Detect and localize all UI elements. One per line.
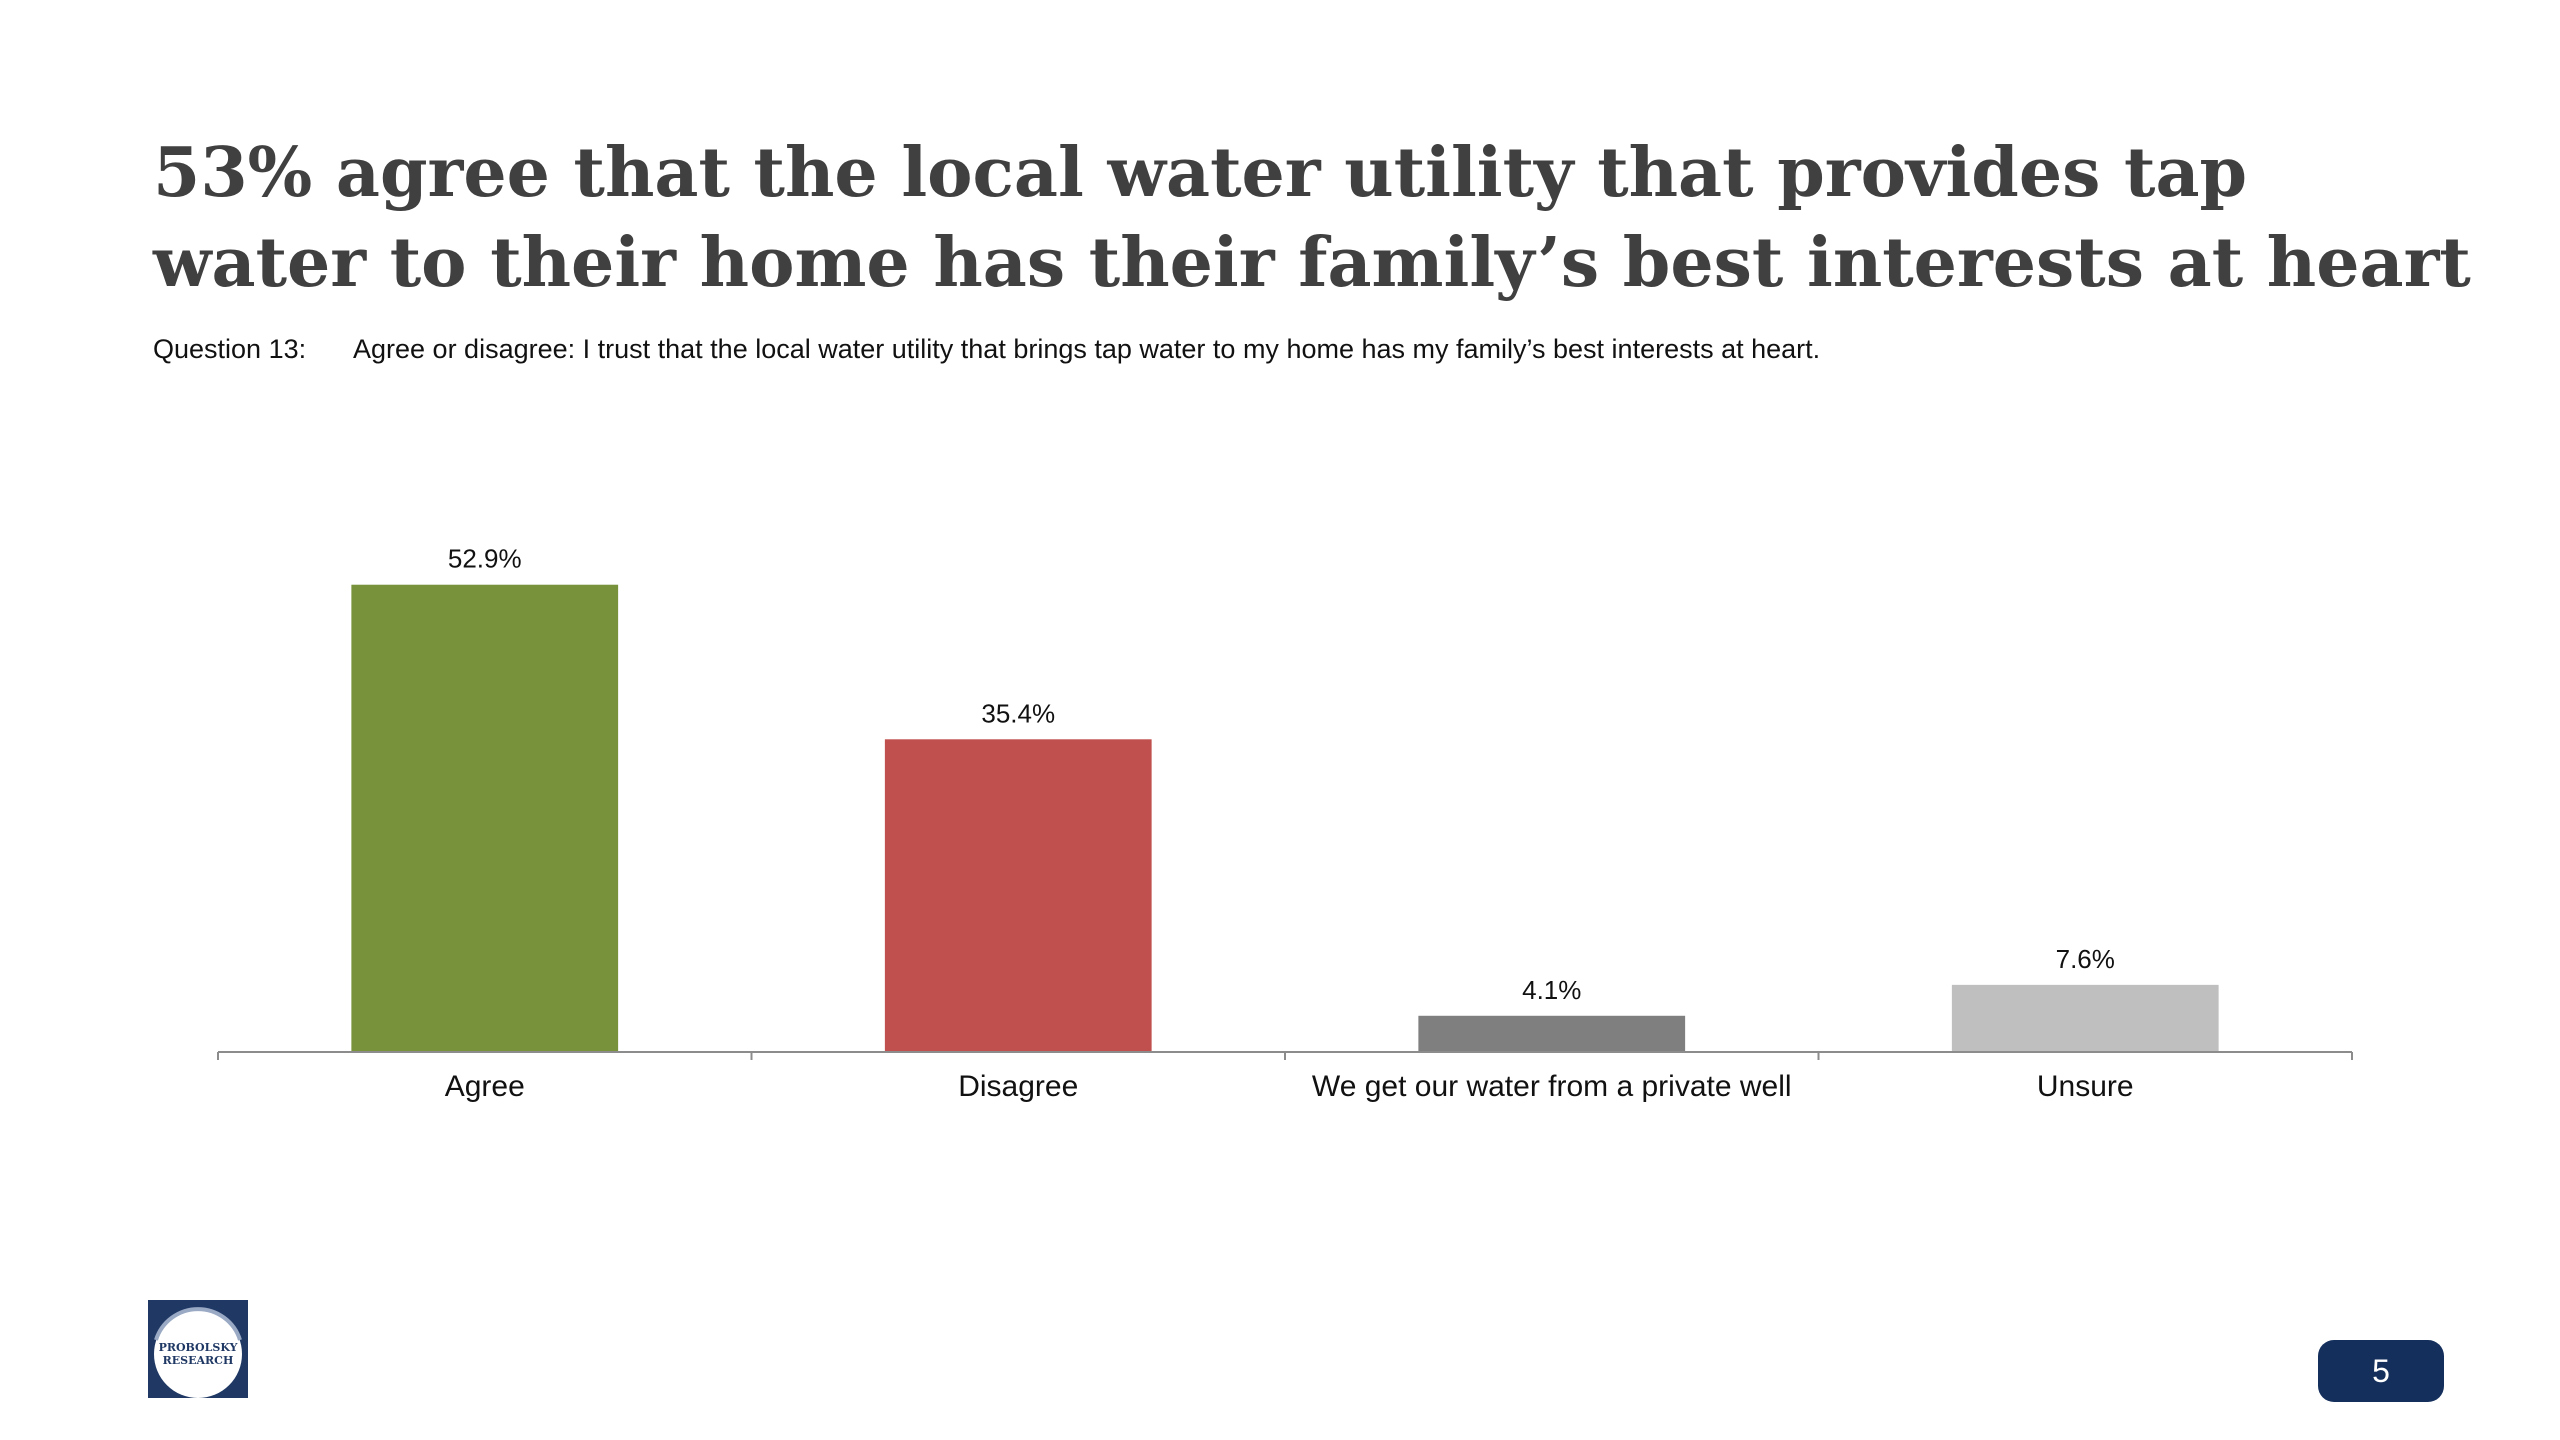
logo-text-1: PROBOLSKY: [159, 1341, 238, 1354]
slide-title: 53% agree that the local water utility t…: [153, 128, 2483, 308]
title-line-2: water to their home has their family’s b…: [153, 223, 2471, 303]
category-label-2: Disagree: [958, 1070, 1078, 1103]
bar-value-label-4: 7.6%: [2056, 944, 2115, 974]
question-label: Question 13:: [153, 334, 307, 364]
probolsky-research-logo: PROBOLSKY RESEARCH: [148, 1300, 248, 1398]
bar-3: [1418, 1015, 1686, 1052]
bar-value-label-2: 35.4%: [981, 698, 1055, 728]
title-line-1: 53% agree that the local water utility t…: [153, 133, 2248, 213]
logo-text-2: RESEARCH: [163, 1354, 234, 1367]
question-text: Agree or disagree: I trust that the loca…: [353, 334, 1821, 364]
logo-icon: PROBOLSKY RESEARCH: [148, 1300, 248, 1398]
bar-4: [1951, 984, 2219, 1052]
category-label-3: We get our water from a private well: [1312, 1070, 1792, 1103]
bar-1: [351, 584, 619, 1052]
page-number-badge: 5: [2318, 1340, 2444, 1402]
bar-2: [884, 739, 1152, 1052]
category-label-4: Unsure: [2037, 1070, 2134, 1103]
category-label-1: Agree: [445, 1070, 525, 1103]
bar-value-label-1: 52.9%: [448, 544, 522, 574]
question-line: Question 13: Agree or disagree: I trust t…: [153, 334, 1820, 365]
bar-value-label-3: 4.1%: [1522, 975, 1581, 1005]
